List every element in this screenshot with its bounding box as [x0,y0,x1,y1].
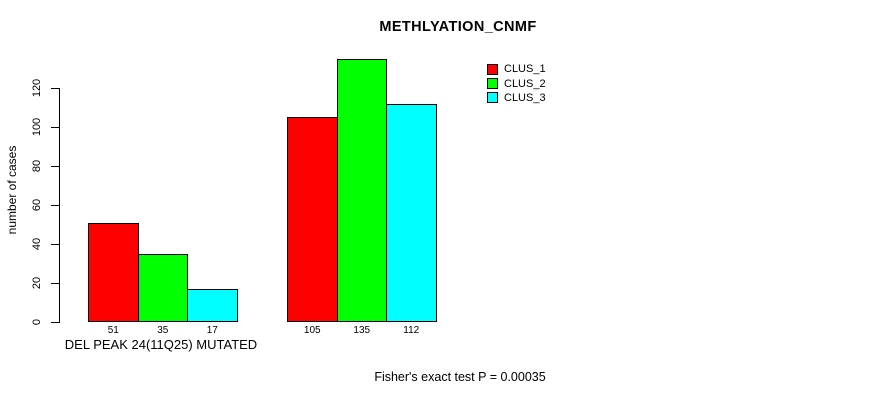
bar-clus-2-group-1 [137,253,188,322]
legend-swatch [487,78,498,90]
y-axis-tick [51,126,59,128]
y-axis-tick [51,165,59,167]
bar-clus-3-group-2 [386,103,437,322]
y-axis-tick [51,204,59,206]
bar-clus-2-group-2 [336,58,387,322]
bar-value-label: 35 [157,325,169,336]
y-axis-tick-label: 60 [31,198,43,212]
y-axis-label: number of cases [5,145,19,235]
bar-value-label: 17 [206,325,218,336]
bar-clus-1-group-2 [287,117,338,322]
legend-swatch [487,92,498,104]
y-axis-tick-label: 0 [31,318,43,326]
fisher-test-annotation: Fisher's exact test P = 0.00035 [374,370,546,384]
legend-item: CLUS_3 [487,91,546,105]
bar-value-label: 51 [107,325,119,336]
y-axis-tick-label: 40 [31,237,43,251]
y-axis-tick [51,87,59,89]
legend: CLUS_1 CLUS_2 CLUS_3 [487,62,546,105]
legend-item: CLUS_2 [487,76,546,90]
bar-value-label: 135 [353,325,371,336]
legend-label: CLUS_3 [504,91,546,104]
bar-clus-1-group-1 [88,222,139,322]
bar-value-label: 112 [403,325,420,336]
legend-label: CLUS_1 [504,63,546,76]
y-axis-line [59,88,60,323]
bar-clus-3-group-1 [187,288,238,322]
legend-swatch [487,63,498,75]
y-axis-tick-label: 80 [31,159,43,173]
y-axis-tick-label: 20 [31,276,43,290]
y-axis-tick-label: 120 [31,78,43,98]
y-axis-tick [51,282,59,284]
x-axis-label: DEL PEAK 24(11Q25) MUTATED [64,337,258,352]
legend-item: CLUS_1 [487,62,546,76]
legend-label: CLUS_2 [504,77,546,90]
y-axis-tick-label: 100 [31,117,43,137]
y-axis-tick [51,321,59,323]
bar-value-label: 105 [303,325,321,336]
y-axis-tick [51,243,59,245]
chart-title: METHLYATION_CNMF [379,19,537,35]
